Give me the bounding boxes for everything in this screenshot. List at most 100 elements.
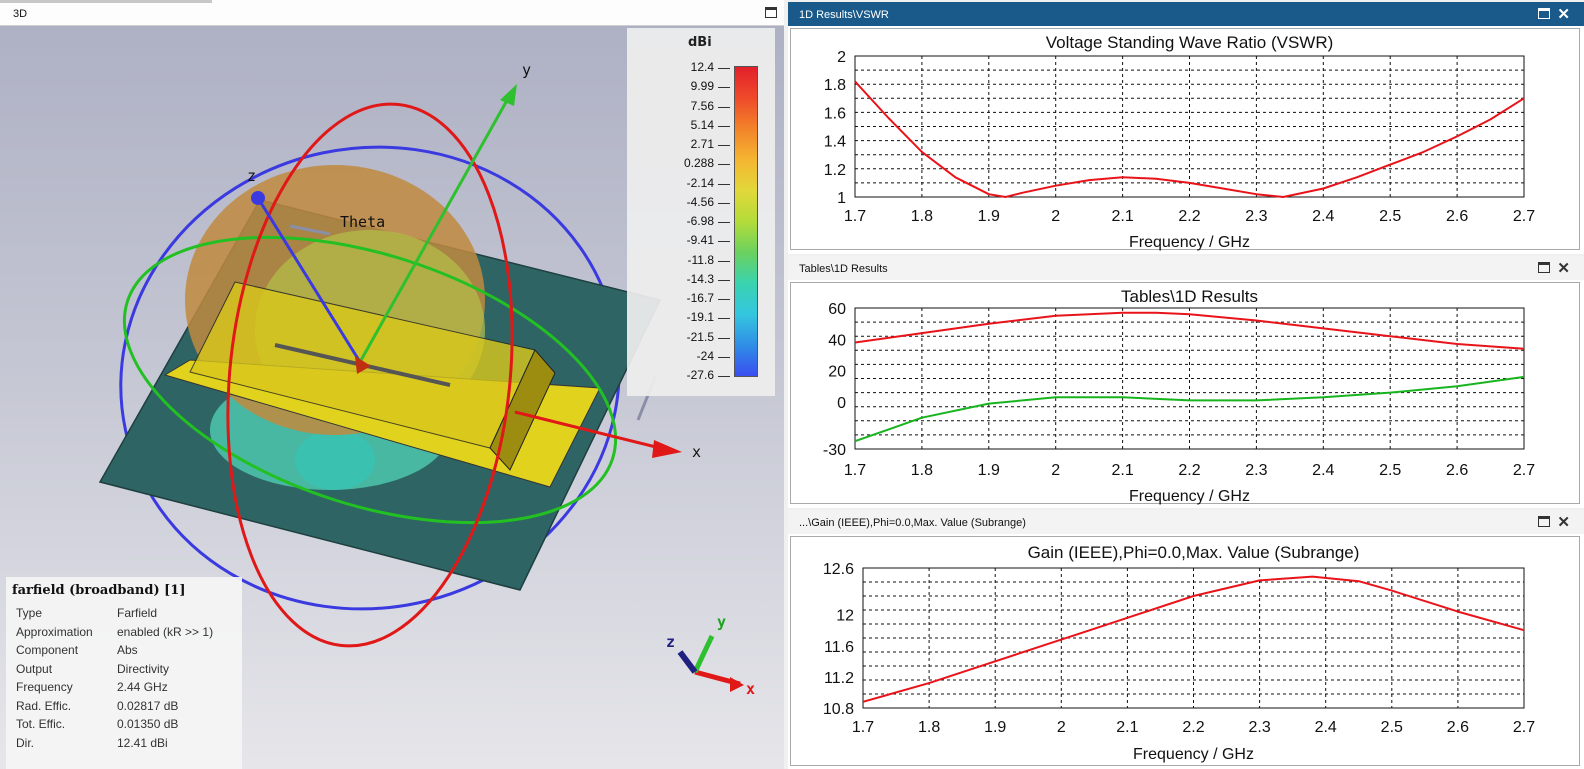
close-icon[interactable]: ✕ bbox=[1557, 260, 1570, 277]
x-tick-label: 2.1 bbox=[1116, 719, 1138, 736]
theta-circle-red bbox=[226, 102, 514, 648]
theta-circle-green bbox=[122, 235, 618, 525]
colorbar-label: -27.6 bbox=[686, 368, 714, 382]
triad-z-line bbox=[677, 650, 698, 674]
z-axis-label: z bbox=[247, 167, 256, 185]
colorbar-tick bbox=[718, 106, 730, 108]
3d-view-title: 3D bbox=[13, 8, 28, 20]
maximize-icon[interactable] bbox=[1538, 8, 1550, 19]
y-tick-label: 12 bbox=[836, 608, 854, 625]
info-value: 2.44 GHz bbox=[117, 680, 168, 694]
x-tick-label: 2.1 bbox=[1111, 208, 1133, 225]
x-tick-label: 2.6 bbox=[1446, 208, 1468, 225]
vswr-plot[interactable]: Voltage Standing Wave Ratio (VSWR) 1.7 1.8… bbox=[790, 28, 1580, 251]
colorbar-label: -21.5 bbox=[686, 329, 714, 344]
maximize-icon[interactable] bbox=[1538, 516, 1550, 527]
origin-marker bbox=[355, 356, 371, 374]
colorbar-label: 7.56 bbox=[690, 98, 714, 113]
close-icon[interactable]: ✕ bbox=[1557, 6, 1570, 23]
x-tick-label: 2.2 bbox=[1178, 208, 1200, 225]
info-value: 12.41 dBi bbox=[117, 735, 168, 750]
triad-y-label: y bbox=[717, 613, 726, 631]
series-line-0 bbox=[854, 80, 1525, 198]
theta-label: Theta bbox=[340, 213, 385, 231]
panel-gain-titlebar[interactable]: ...\Gain (IEEE),Phi=0.0,Max. Value (Subr… bbox=[788, 510, 1584, 534]
y-tick-label: 20 bbox=[828, 364, 846, 381]
panel-vswr: 1D Results\VSWR ✕ Voltage Standing Wave … bbox=[788, 2, 1584, 254]
x-tick-label: 1.9 bbox=[978, 208, 1000, 225]
close-icon[interactable]: ✕ bbox=[1557, 514, 1570, 531]
patch-side bbox=[489, 349, 556, 471]
y-tick-label: 1.8 bbox=[824, 77, 846, 94]
colorbar-tick bbox=[718, 202, 730, 204]
info-value: 0.01350 dB bbox=[117, 717, 179, 731]
colorbar-label: 2.71 bbox=[690, 137, 714, 151]
3d-view-panel: 3D bbox=[0, 0, 784, 769]
colorbar-tick bbox=[718, 222, 730, 223]
colorbar-tick bbox=[718, 376, 730, 377]
panel-gain-title: ...\Gain (IEEE),Phi=0.0,Max. Value (Subr… bbox=[799, 517, 1026, 529]
info-key: Tot. Effic. bbox=[16, 717, 66, 731]
x-tick-label: 2.1 bbox=[1111, 462, 1133, 479]
colorbar-tick bbox=[718, 318, 730, 320]
colorbar-label: -6.98 bbox=[686, 214, 714, 228]
x-tick-label: 2.3 bbox=[1245, 208, 1267, 225]
tab-indicator bbox=[0, 0, 212, 3]
info-key: Dir. bbox=[16, 735, 34, 750]
x-tick-label: 2.6 bbox=[1446, 462, 1468, 479]
colorbar-tick bbox=[718, 87, 730, 89]
panel-tables-titlebar[interactable]: Tables\1D Results ✕ bbox=[788, 256, 1584, 280]
info-key: Approximation bbox=[16, 624, 93, 639]
vswr-chart: Voltage Standing Wave Ratio (VSWR) 1.7 1.8… bbox=[824, 33, 1535, 251]
info-title: farfield (broadband) [1] bbox=[12, 583, 186, 598]
y-axis-arrow bbox=[500, 84, 517, 106]
maximize-icon[interactable] bbox=[1538, 262, 1550, 273]
x-tick-label: 1.9 bbox=[978, 462, 1000, 479]
y-tick-label: 1.4 bbox=[824, 134, 846, 151]
colorbar-label: -4.56 bbox=[686, 194, 714, 209]
x-axis-label: x bbox=[692, 443, 701, 461]
series-line-0 bbox=[862, 575, 1525, 703]
tables-plot[interactable]: Tables\1D Results 1.7 1.8 1.9 2 2.1 2.2 2.3 2.4 2… bbox=[790, 282, 1580, 505]
x-axis-line bbox=[514, 410, 661, 450]
x-tick-label: 1.8 bbox=[911, 208, 933, 225]
panel-vswr-titlebar[interactable]: 1D Results\VSWR ✕ bbox=[788, 2, 1584, 26]
3d-view-titlebar: 3D bbox=[0, 0, 784, 26]
y-axis-label: y bbox=[522, 61, 531, 79]
x-tick-label: 1.8 bbox=[918, 719, 940, 736]
triad-y-line bbox=[692, 634, 715, 674]
y-tick-label: 1.6 bbox=[824, 105, 846, 122]
triad-x-label: x bbox=[746, 680, 755, 698]
x-tick-label: 2.5 bbox=[1379, 208, 1401, 225]
x-tick-label: 2.4 bbox=[1312, 208, 1334, 225]
colorbar-label: -11.8 bbox=[687, 252, 714, 267]
series-line-1 bbox=[854, 375, 1525, 443]
x-tick-label: 2.3 bbox=[1245, 462, 1267, 479]
chart-title: Voltage Standing Wave Ratio (VSWR) bbox=[1046, 33, 1334, 52]
colorbar-tick bbox=[718, 260, 730, 262]
colorbar-label: 0.288 bbox=[683, 156, 714, 171]
plot-frame bbox=[854, 55, 1525, 198]
x-tick-label: 1.7 bbox=[844, 462, 866, 479]
3d-scene: y z x Theta x y z bbox=[98, 61, 755, 698]
x-tick-label: 2.3 bbox=[1248, 719, 1270, 736]
y-tick-label: 40 bbox=[828, 332, 846, 349]
y-tick-label: 2 bbox=[837, 49, 846, 66]
maximize-icon[interactable] bbox=[765, 7, 777, 18]
chart-title: Tables\1D Results bbox=[1121, 287, 1258, 306]
info-value: Directivity bbox=[117, 661, 170, 676]
info-key: Type bbox=[16, 606, 43, 620]
triad-x-arrow bbox=[730, 677, 744, 692]
info-key: Rad. Effic. bbox=[16, 698, 72, 713]
info-value: 0.02817 dB bbox=[117, 698, 179, 713]
x-axis-arrow bbox=[652, 440, 682, 458]
y-tick-label: 12.6 bbox=[823, 561, 854, 578]
y-tick-label: 60 bbox=[828, 301, 846, 318]
x-tick-label: 2.2 bbox=[1178, 462, 1200, 479]
tables-chart: Tables\1D Results 1.7 1.8 1.9 2 2.1 2.2 2.3 2.4 2… bbox=[823, 287, 1535, 505]
x-tick-label: 2.7 bbox=[1513, 719, 1535, 736]
colorbar-label: 12.4 bbox=[690, 60, 714, 74]
gain-plot[interactable]: Gain (IEEE),Phi=0.0,Max. Value (Subrange… bbox=[790, 536, 1580, 766]
y-tick-label: 0 bbox=[837, 395, 846, 412]
info-value: Farfield bbox=[117, 606, 158, 620]
